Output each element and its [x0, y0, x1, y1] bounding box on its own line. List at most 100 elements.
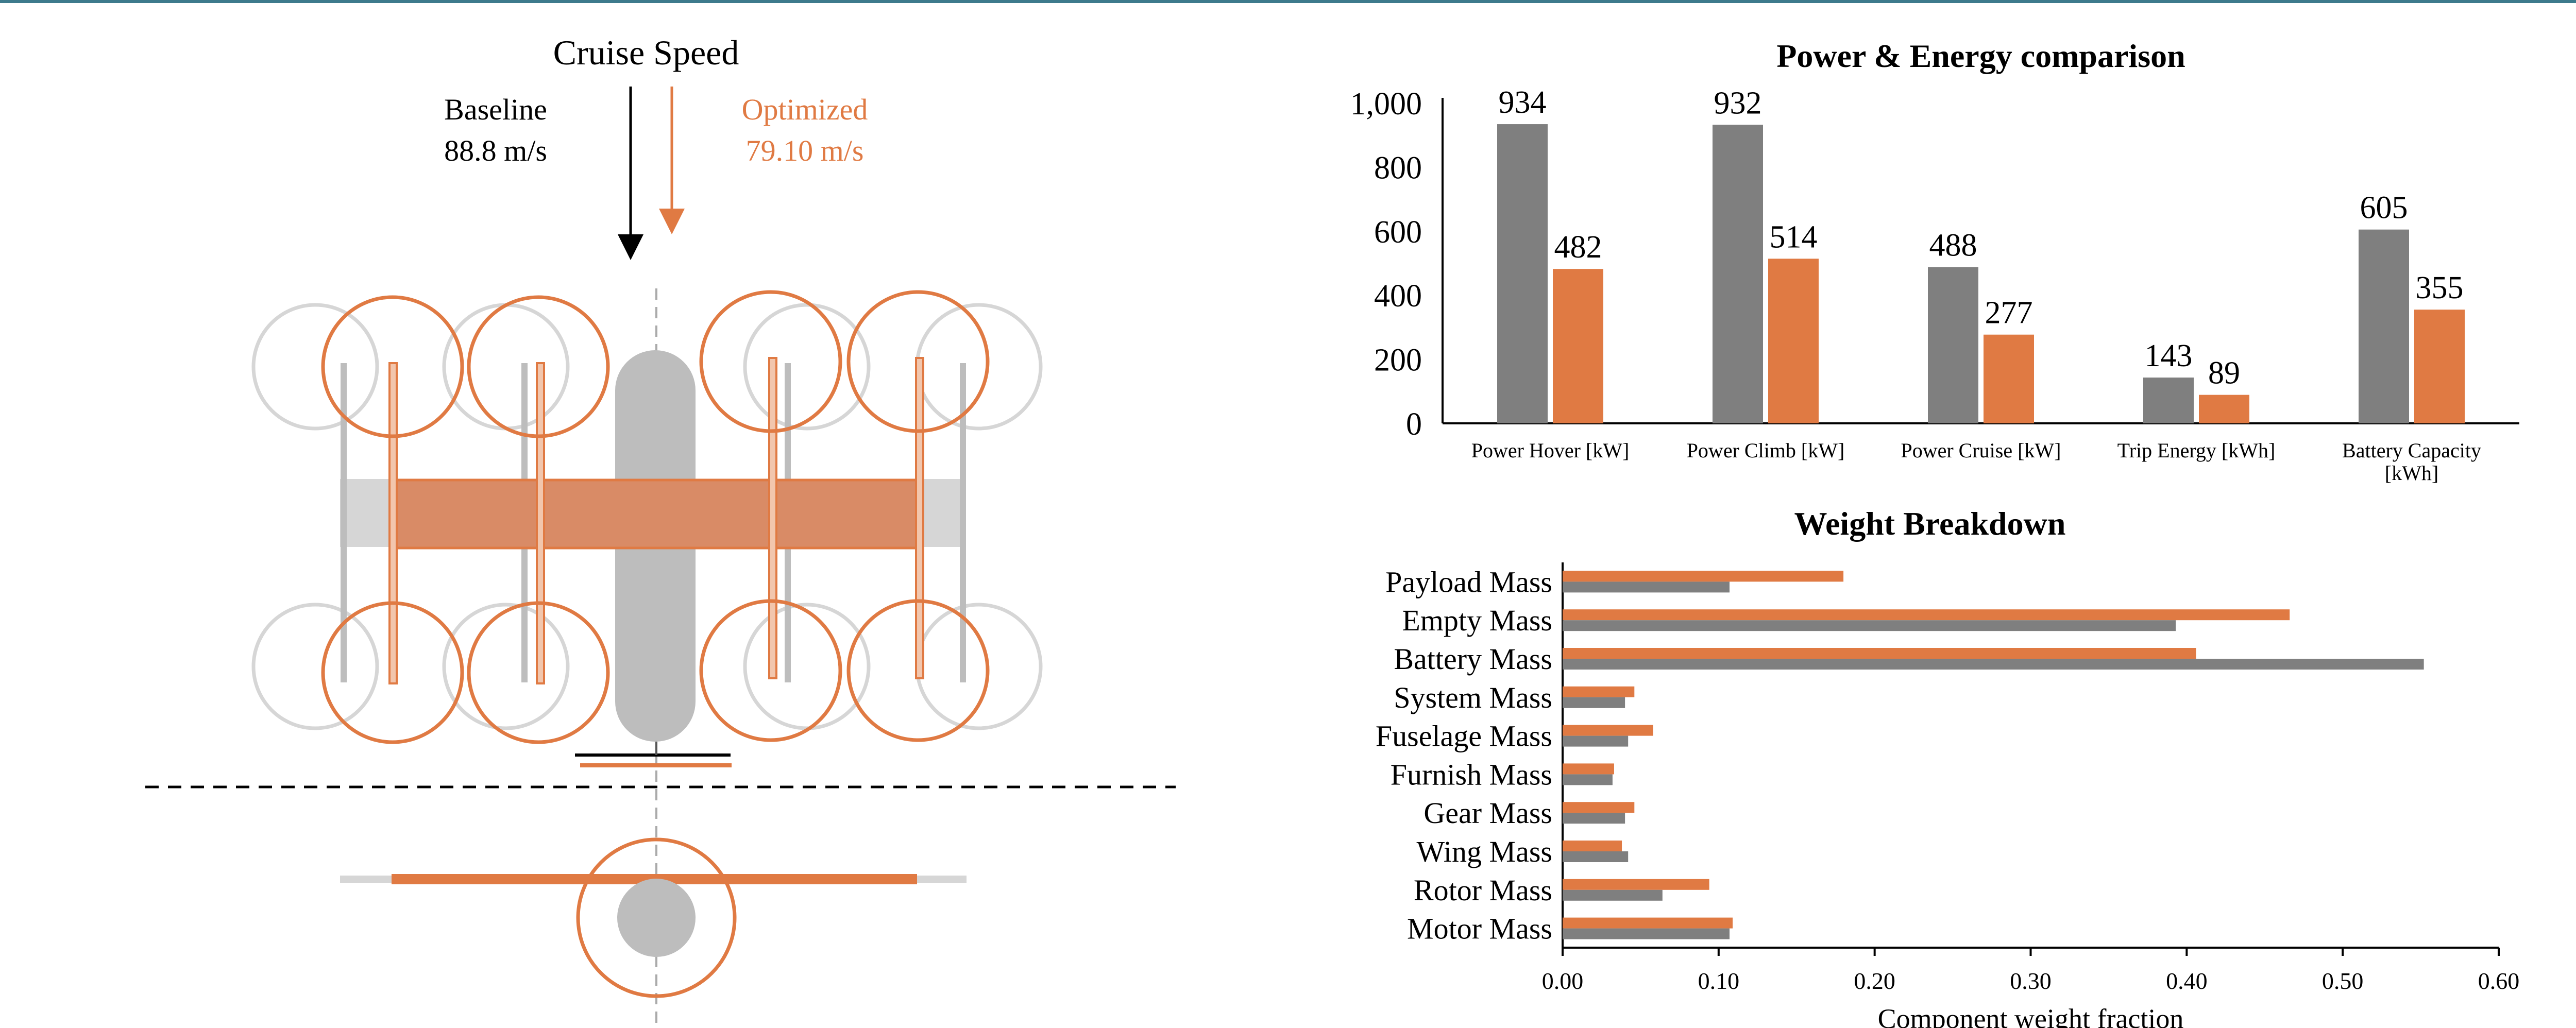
y-category-label: Battery Mass [1394, 642, 1552, 676]
baseline-bar [2359, 229, 2409, 423]
bar-data-label: 355 [2416, 270, 2464, 305]
optimized-bar [2414, 310, 2465, 423]
optimized-rotor-circle [467, 601, 610, 744]
optimized-bar [1563, 686, 1635, 697]
baseline-boom [960, 363, 966, 682]
x-tick-label: 0.10 [1698, 968, 1740, 994]
bar-data-label: 934 [1499, 85, 1547, 120]
optimized-rotor-circle [846, 290, 990, 433]
baseline-rotor-circle [915, 303, 1043, 431]
power-energy-chart: Power & Energy comparison 0 200 400 600 800 1,… [1350, 38, 2519, 485]
optimized-rotors [321, 290, 990, 744]
optimized-boom [915, 357, 924, 679]
x-category-label: Power Cruise [kW] [1901, 439, 2061, 462]
optimized-bar [1553, 269, 1603, 423]
baseline-bar [1713, 125, 1763, 423]
top-accent-rule [0, 0, 2576, 3]
baseline-rotor-circle [915, 603, 1043, 730]
baseline-bar [2143, 378, 2194, 423]
optimized-bar [1563, 609, 2290, 621]
bar-data-label: 482 [1554, 230, 1602, 265]
baseline-bar [1563, 620, 2176, 631]
front-view-fuselage [617, 879, 696, 957]
bar-data-label: 605 [2360, 191, 2408, 226]
baseline-bar [1497, 124, 1548, 423]
chart-title: Weight Breakdown [1794, 505, 2066, 542]
bar-data-label: 277 [1985, 296, 2033, 331]
optimized-rotor-circle [699, 290, 842, 433]
baseline-bar [1563, 928, 1730, 939]
optimized-boom [536, 362, 545, 684]
baseline-bar [1563, 813, 1625, 824]
baseline-rotor-circle [442, 603, 570, 730]
baseline-speed: 88.8 m/s [444, 134, 547, 167]
x-tick-label: 0.00 [1542, 968, 1584, 994]
optimized-boom [768, 357, 777, 679]
chart-title: Power & Energy comparison [1776, 38, 2185, 74]
y-category-label: Furnish Mass [1391, 758, 1552, 791]
y-category-label: Rotor Mass [1414, 873, 1552, 907]
optimized-speed: 79.10 m/s [746, 134, 864, 167]
x-tick-label: 0.40 [2166, 968, 2208, 994]
bar-data-label: 89 [2208, 356, 2240, 391]
optimized-label: Optimized [742, 93, 868, 126]
y-category-label: Empty Mass [1402, 604, 1552, 637]
baseline-bar [1563, 774, 1613, 785]
baseline-label: Baseline [444, 93, 547, 126]
baseline-bar [1563, 889, 1663, 901]
optimized-bar [1768, 259, 1819, 423]
baseline-bar [1563, 581, 1730, 593]
baseline-bar [1928, 267, 1978, 423]
y-category-label: Fuselage Mass [1376, 719, 1552, 753]
optimized-rotor-circle [321, 295, 464, 438]
y-tick-label: 600 [1374, 215, 1422, 250]
optimized-bar [1563, 841, 1622, 851]
x-category-label: [kWh] [2385, 461, 2438, 485]
y-tick-label: 1,000 [1350, 87, 1422, 122]
optimized-bar [2199, 395, 2249, 423]
y-category-label: Payload Mass [1385, 565, 1552, 598]
optimized-bar [1563, 725, 1653, 736]
x-tick-label: 0.60 [2478, 968, 2520, 994]
x-category-label: Battery Capacity [2342, 439, 2481, 462]
x-tick-label: 0.20 [1854, 968, 1895, 994]
optimized-boom [388, 362, 398, 684]
cruise-speed-title: Cruise Speed [553, 33, 739, 72]
baseline-rotor-circle [743, 303, 871, 431]
optimized-bar [1563, 917, 1733, 929]
baseline-boom [341, 363, 347, 682]
y-category-label: Motor Mass [1407, 912, 1552, 946]
optimized-bar [1984, 334, 2034, 423]
bar-data-label: 143 [2145, 338, 2193, 373]
y-category-label: Wing Mass [1417, 835, 1553, 868]
optimized-bar [1563, 879, 1709, 890]
optimized-rotor-circle [846, 599, 990, 742]
y-category-label: Gear Mass [1423, 796, 1552, 830]
x-tick-label: 0.50 [2322, 968, 2364, 994]
x-axis-title: Component weight fraction [1878, 1003, 2184, 1028]
baseline-bar [1563, 697, 1625, 708]
x-category-label: Power Hover [kW] [1471, 439, 1630, 462]
optimized-rotor-circle [699, 599, 842, 742]
aircraft-diagram: Cruise Speed Baseline 88.8 m/s Optimized… [145, 33, 1176, 1025]
optimized-bar [1563, 571, 1844, 582]
bar-data-label: 932 [1714, 85, 1762, 121]
baseline-bar [1563, 851, 1629, 862]
bar-data-label: 514 [1770, 219, 1818, 254]
baseline-bar [1563, 659, 2424, 670]
optimized-wing [390, 478, 921, 550]
weight-breakdown-chart: Weight Breakdown 0.00 0.10 0.20 0.30 0.40 0.50… [1376, 505, 2520, 1028]
y-category-label: System Mass [1394, 681, 1552, 714]
optimized-bar [1563, 648, 2196, 659]
optimized-rotor-circle [467, 295, 610, 438]
y-tick-label: 0 [1406, 407, 1422, 442]
y-tick-label: 400 [1374, 279, 1422, 314]
y-tick-label: 800 [1374, 150, 1422, 185]
x-tick-label: 0.30 [2010, 968, 2052, 994]
baseline-rotor-circle [251, 303, 379, 431]
baseline-bar [1563, 735, 1629, 747]
x-category-label: Power Climb [kW] [1687, 439, 1845, 462]
baseline-rotor-circle [251, 603, 379, 730]
optimized-rotor-circle [321, 601, 464, 744]
bar-data-label: 488 [1929, 228, 1977, 263]
